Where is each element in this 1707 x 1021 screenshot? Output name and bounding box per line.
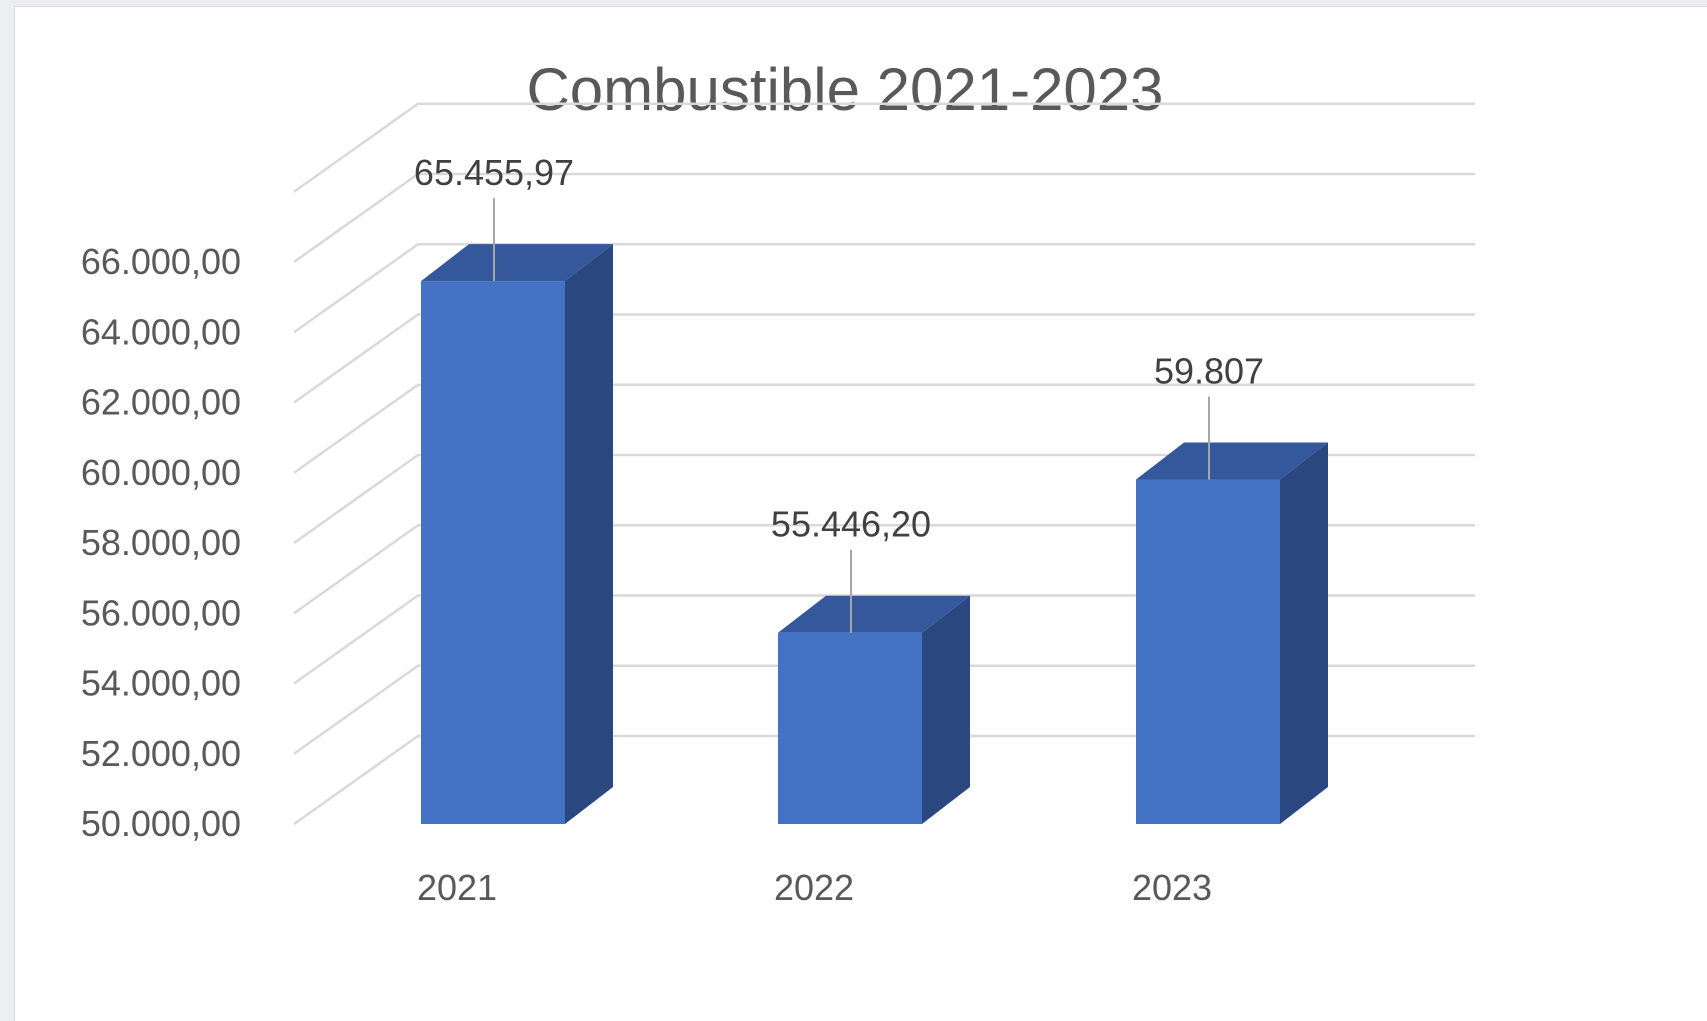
y-tick-label: 64.000,00	[81, 311, 241, 352]
bar-front	[778, 632, 922, 824]
gridline	[293, 383, 1475, 474]
bar	[778, 595, 970, 824]
bar-side	[1280, 442, 1328, 824]
gridline	[293, 734, 1475, 826]
gridline	[293, 313, 1475, 404]
data-label: 65.455,97	[414, 152, 574, 193]
y-axis-ticks: 50.000,00 52.000,00 54.000,00 56.000,00 58.0…	[81, 241, 241, 844]
chart-canvas: Combustible 2021-2023 50.000,00 52.000,00…	[81, 56, 1475, 908]
y-tick-label: 50.000,00	[81, 803, 241, 844]
bar	[421, 244, 613, 825]
y-tick-label: 54.000,00	[81, 663, 241, 704]
gridline	[293, 524, 1475, 615]
bar-front	[1136, 479, 1280, 824]
y-tick-label: 66.000,00	[81, 241, 241, 282]
gridline	[293, 664, 1475, 755]
category-label: 2022	[774, 867, 854, 908]
gridline	[293, 102, 1475, 193]
bar-layer	[421, 244, 1328, 825]
gridline	[293, 453, 1475, 545]
y-tick-label: 62.000,00	[81, 382, 241, 423]
bar-top	[421, 244, 613, 282]
y-tick-label: 56.000,00	[81, 592, 241, 633]
y-tick-label: 52.000,00	[81, 733, 241, 774]
bar-side	[922, 595, 970, 824]
grid-layer	[293, 102, 1475, 826]
gridline	[293, 594, 1475, 685]
category-label: 2023	[1132, 867, 1212, 908]
category-label: 2021	[417, 867, 497, 908]
bar-top	[1136, 442, 1328, 480]
chart-frame: Combustible 2021-2023 50.000,00 52.000,00…	[14, 6, 1707, 1021]
data-label: 55.446,20	[771, 504, 931, 545]
gridline	[293, 243, 1475, 334]
bar-side	[565, 244, 613, 824]
y-tick-label: 60.000,00	[81, 452, 241, 493]
data-label: 59.807	[1154, 351, 1264, 392]
gridline	[293, 172, 1475, 264]
chart-title: Combustible 2021-2023	[526, 56, 1163, 123]
bar-front	[421, 281, 565, 825]
bar-top	[778, 595, 970, 633]
bar	[1136, 442, 1328, 824]
y-tick-label: 58.000,00	[81, 522, 241, 563]
label-layer: 65.455,97 2021 55.446,20 2022 59.807 2023	[414, 152, 1264, 908]
